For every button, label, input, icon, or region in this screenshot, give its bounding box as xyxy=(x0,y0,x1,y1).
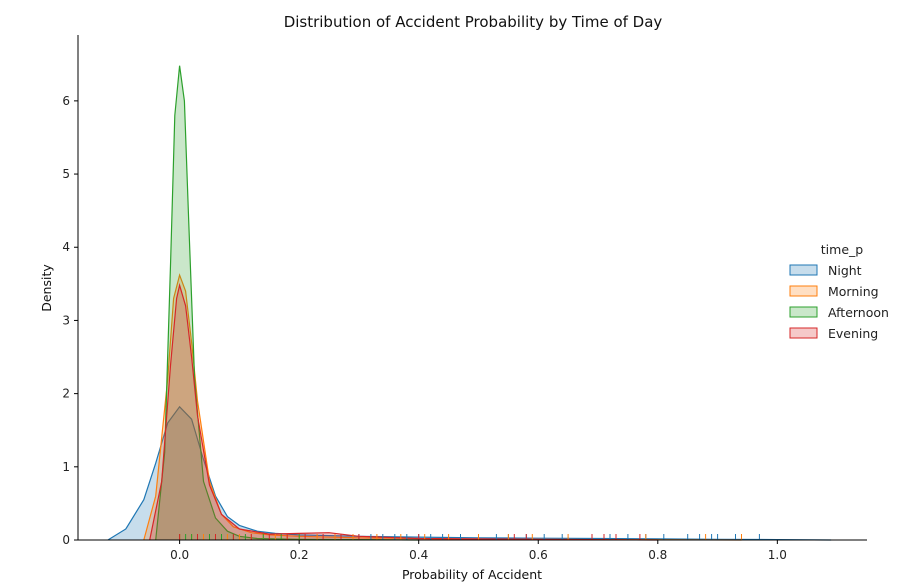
x-axis-label: Probability of Accident xyxy=(402,567,542,582)
density-fill-morning xyxy=(143,275,742,540)
x-ticks: 0.0 0.2 0.4 0.6 0.8 1.0 xyxy=(170,540,787,562)
density-line-afternoon xyxy=(155,65,419,541)
legend-swatch-afternoon xyxy=(789,306,818,318)
density-line-night xyxy=(107,405,832,541)
legend: time_p Night Morning Afternoon Evening xyxy=(789,242,889,341)
y-tick-label: 1 xyxy=(62,460,70,474)
x-tick-label: 1.0 xyxy=(768,548,787,562)
y-tick-label: 0 xyxy=(62,533,70,547)
y-tick-label: 5 xyxy=(62,167,70,181)
y-tick-label: 3 xyxy=(62,313,70,327)
x-tick-label: 0.6 xyxy=(529,548,548,562)
legend-swatch-night xyxy=(789,264,818,276)
legend-label-afternoon: Afternoon xyxy=(828,305,889,320)
y-tick-label: 2 xyxy=(62,387,70,401)
x-tick-label: 0.8 xyxy=(648,548,667,562)
x-tick-label: 0.4 xyxy=(409,548,428,562)
plot-area xyxy=(107,65,832,541)
x-tick-label: 0.2 xyxy=(290,548,309,562)
density-line-evening xyxy=(149,282,658,541)
legend-label-evening: Evening xyxy=(828,326,878,341)
legend-swatch-evening xyxy=(789,327,818,339)
density-fill-afternoon xyxy=(155,65,419,540)
y-tick-label: 4 xyxy=(62,240,70,254)
chart-title: Distribution of Accident Probability by … xyxy=(284,13,663,31)
y-ticks: 0 1 2 3 4 5 6 xyxy=(62,94,78,547)
legend-label-night: Night xyxy=(828,263,862,278)
density-fill-night xyxy=(107,406,832,540)
rug-marks xyxy=(179,534,760,540)
density-fill-evening xyxy=(149,285,658,540)
legend-title: time_p xyxy=(821,242,863,257)
axes xyxy=(77,35,867,541)
density-line-morning xyxy=(143,273,742,541)
y-tick-label: 6 xyxy=(62,94,70,108)
y-axis-label: Density xyxy=(39,264,54,312)
legend-label-morning: Morning xyxy=(828,284,879,299)
legend-swatch-morning xyxy=(789,285,818,297)
x-tick-label: 0.0 xyxy=(170,548,189,562)
